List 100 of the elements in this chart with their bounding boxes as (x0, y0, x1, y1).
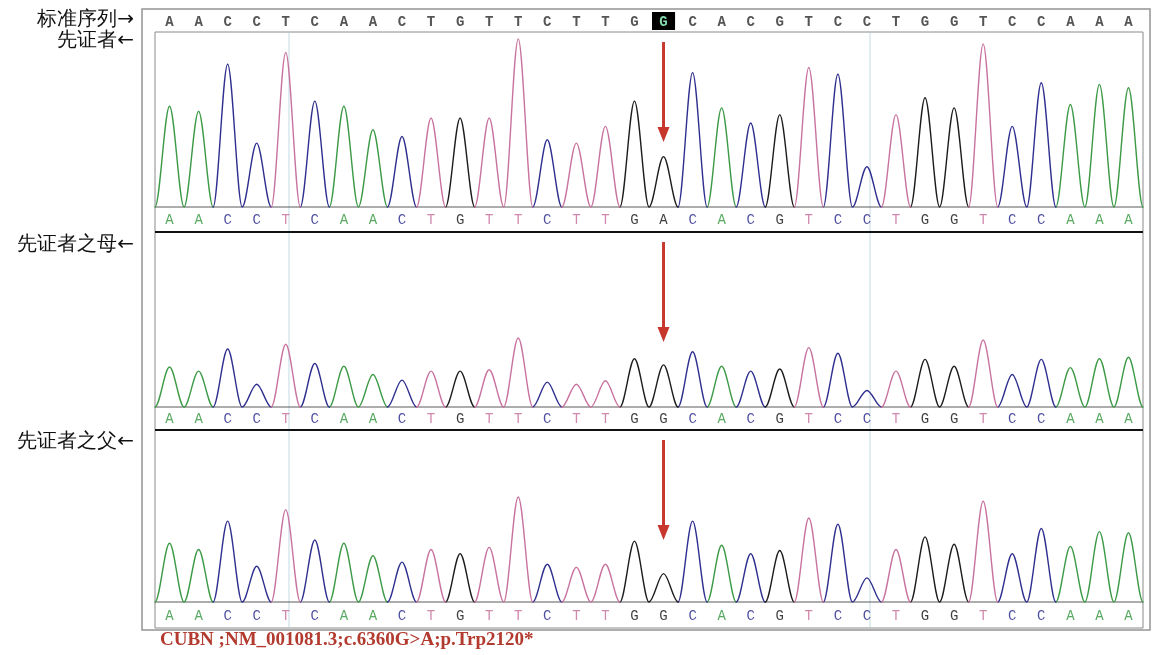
x-tick-label: C (746, 212, 755, 228)
x-tick-label: C (223, 411, 232, 427)
x-tick-label: G (630, 411, 639, 427)
category-label: C (310, 14, 320, 30)
x-tick-label: A (717, 212, 727, 228)
x-tick-label: G (659, 608, 668, 624)
x-tick-label: C (1008, 411, 1017, 427)
y-axis-title: 先证者之母← (17, 231, 134, 255)
x-tick-label: C (833, 608, 843, 624)
x-tick-label: C (833, 212, 843, 228)
category-label: C (746, 14, 756, 30)
text: 标准序列→ (36, 6, 134, 30)
category-label: C (252, 14, 262, 30)
x-tick-label: T (891, 212, 901, 228)
x-tick-label: A (1124, 212, 1134, 228)
x-tick-label: G (630, 608, 639, 624)
x-tick-label: A (368, 608, 378, 624)
x-tick-label: C (862, 212, 872, 228)
x-tick-label: G (949, 608, 959, 624)
x-tick-label: A (194, 212, 204, 228)
category-label: T (484, 14, 494, 30)
x-tick-label: T (572, 411, 581, 427)
x-tick-label: T (804, 212, 814, 228)
x-tick-label: C (223, 608, 232, 624)
x-tick-label: A (165, 608, 175, 624)
x-tick-label: T (484, 608, 494, 624)
category-label: A (194, 14, 204, 30)
x-tick-label: T (804, 608, 814, 624)
x-tick-label: C (688, 608, 697, 624)
x-tick-label: C (252, 212, 261, 228)
category-label: T (891, 14, 901, 30)
x-tick-label: C (862, 608, 872, 624)
x-tick-label: T (601, 411, 610, 427)
category-label: A (1066, 14, 1076, 30)
x-tick-label: C (397, 212, 407, 228)
x-tick-label: C (688, 411, 697, 427)
x-tick-label: A (1095, 212, 1105, 228)
x-tick-label: T (601, 608, 610, 624)
x-tick-label: T (978, 411, 988, 427)
x-tick-label: C (1037, 608, 1046, 624)
category-label: C (1008, 14, 1018, 30)
category-label: C (223, 14, 233, 30)
x-tick-label: T (281, 212, 290, 228)
x-tick-label: T (891, 608, 901, 624)
x-tick-label: C (746, 411, 755, 427)
x-tick-label: C (1037, 411, 1046, 427)
category-label: G (949, 14, 959, 30)
x-tick-label: A (1124, 608, 1134, 624)
category-label: C (1037, 14, 1047, 30)
category-label: A (165, 14, 175, 30)
x-tick-label: T (484, 212, 494, 228)
x-tick-label: T (514, 212, 523, 228)
category-label: G (630, 14, 639, 30)
x-tick-label: G (775, 212, 784, 228)
category-label: G (455, 14, 465, 30)
x-tick-label: C (688, 212, 697, 228)
x-tick-label: A (717, 608, 727, 624)
x-tick-label: A (165, 411, 175, 427)
x-tick-label: T (572, 608, 581, 624)
x-tick-label: A (1095, 411, 1105, 427)
x-tick-label: C (543, 212, 552, 228)
x-tick-label: C (746, 608, 755, 624)
x-tick-label: A (368, 411, 378, 427)
x-tick-label: A (165, 212, 175, 228)
x-tick-label: T (514, 411, 523, 427)
x-tick-label: G (775, 608, 784, 624)
x-tick-label: A (1066, 411, 1076, 427)
category-label: T (572, 14, 581, 30)
category-label: T (426, 14, 436, 30)
category-label: C (862, 14, 872, 30)
text: CUBN ;NM_001081.3;c.6360G>A;p.Trp2120* (160, 628, 534, 649)
x-tick-label: C (1008, 608, 1017, 624)
x-tick-label: A (717, 411, 727, 427)
y-axis-title: 先证者← (57, 27, 134, 51)
category-label: T (804, 14, 814, 30)
x-tick-label: A (194, 411, 204, 427)
x-tick-label: C (310, 411, 320, 427)
x-tick-label: C (1037, 212, 1046, 228)
category-label: G (920, 14, 930, 30)
x-tick-label: C (1008, 212, 1017, 228)
x-tick-label: C (252, 608, 261, 624)
x-tick-label: T (978, 212, 988, 228)
x-tick-label: C (833, 411, 843, 427)
category-label: T (978, 14, 988, 30)
x-tick-label: C (543, 411, 552, 427)
x-tick-label: T (514, 608, 523, 624)
x-tick-label: A (1066, 608, 1076, 624)
x-tick-label: C (252, 411, 261, 427)
category-label: T (281, 14, 290, 30)
x-tick-label: T (804, 411, 814, 427)
category-label: A (339, 14, 349, 30)
x-tick-label: T (426, 212, 436, 228)
x-tick-label: G (920, 608, 930, 624)
x-tick-label: G (630, 212, 639, 228)
y-axis-title: 先证者之父← (17, 428, 134, 452)
x-tick-label: T (601, 212, 610, 228)
category-label: C (688, 14, 698, 30)
x-tick-label: T (484, 411, 494, 427)
x-tick-label: C (397, 608, 407, 624)
x-tick-label: A (1124, 411, 1134, 427)
